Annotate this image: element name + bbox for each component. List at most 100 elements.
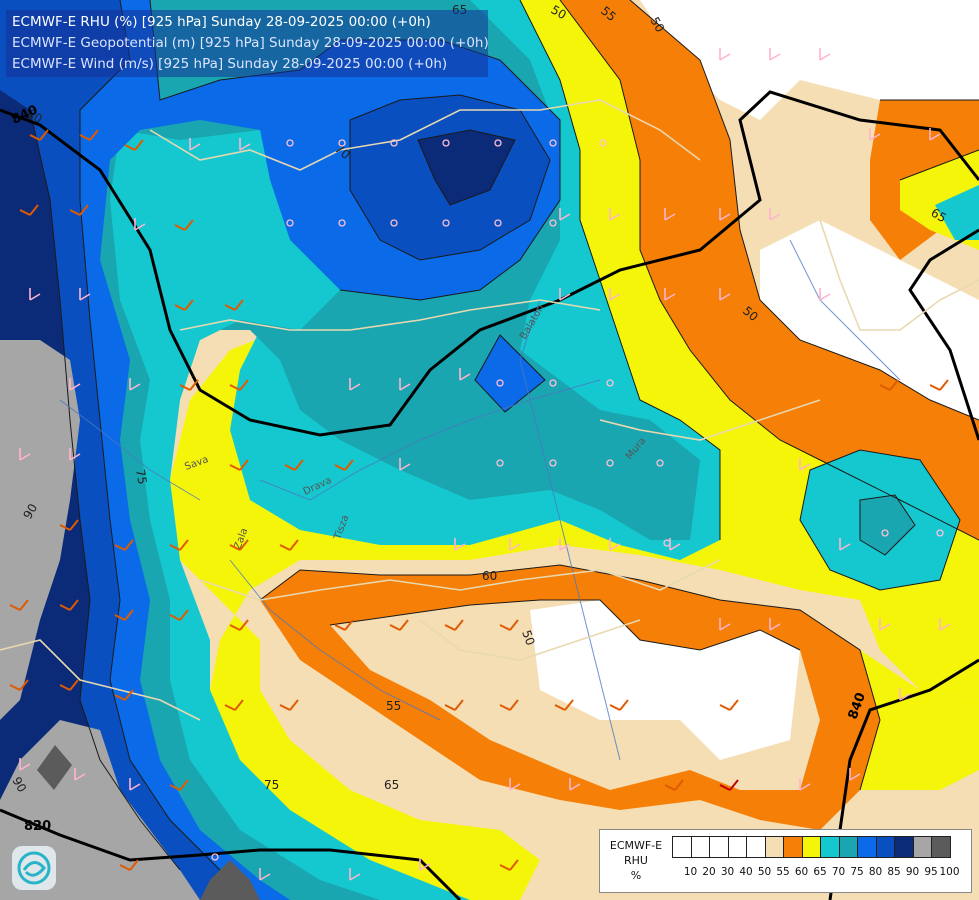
legend-title-unit: % <box>630 869 642 882</box>
wind-barb <box>499 699 519 711</box>
contour-label: 75 <box>264 778 279 792</box>
wind-calm-marker <box>599 139 607 147</box>
wind-barbs <box>9 48 951 881</box>
wind-barb <box>799 458 811 471</box>
wind-barb <box>69 204 89 216</box>
legend-swatch <box>801 836 821 858</box>
wind-barb <box>239 138 251 151</box>
wind-calm-marker <box>606 379 614 387</box>
rhu-zone-cyan-west <box>150 130 340 340</box>
wind-barb <box>334 619 354 631</box>
wind-barb <box>559 208 571 221</box>
rhu-zone-orange-east <box>560 0 979 540</box>
legend-swatches <box>672 836 951 858</box>
wind-barb <box>19 448 31 461</box>
wind-barb <box>929 128 941 141</box>
wind-barb <box>279 699 299 711</box>
wind-barb <box>454 538 466 551</box>
legend-title-var: RHU <box>624 854 648 867</box>
wind-barb <box>174 219 194 231</box>
legend-tick: 100 <box>939 866 960 878</box>
contour-label: 80 <box>25 106 45 126</box>
rhu-zone-very-dry-e <box>760 220 979 420</box>
wind-barb <box>769 208 781 221</box>
wind-barb <box>444 699 464 711</box>
contour-label: 50 <box>519 628 537 647</box>
wind-barb <box>719 779 739 791</box>
geopotential-label: 820 <box>24 819 51 834</box>
wind-barb <box>229 619 249 631</box>
rhu-zone-very-dry-ne <box>640 0 979 150</box>
wind-calm-marker <box>936 529 944 537</box>
wind-barb <box>229 379 249 391</box>
wind-barb <box>19 204 39 216</box>
wind-barb <box>389 619 409 631</box>
wind-barb <box>69 448 81 461</box>
wind-barb <box>229 459 249 471</box>
wind-barb <box>609 699 629 711</box>
wind-barb <box>114 609 134 621</box>
wind-barb <box>509 778 521 791</box>
wind-barb <box>769 618 781 631</box>
wind-barb <box>719 48 731 61</box>
contour-labels: 65 50 55 50 65 50 60 50 55 65 75 70 90 9… <box>9 2 948 794</box>
legend-swatch <box>764 836 784 858</box>
wind-calm-marker <box>338 219 346 227</box>
wind-calm-marker <box>496 459 504 467</box>
legend-tick: 70 <box>831 866 846 878</box>
wind-calm-marker <box>656 459 664 467</box>
legend-tick: 55 <box>776 866 790 878</box>
wind-barb <box>59 519 79 531</box>
wind-barb <box>284 459 304 471</box>
legend-tick: 60 <box>794 866 809 878</box>
legend-swatch <box>820 836 840 858</box>
wind-barb <box>279 539 299 551</box>
title-geopotential: ECMWF-E Geopotential (m) [925 hPa] Sunda… <box>12 35 489 51</box>
wind-barb <box>189 138 201 151</box>
wind-barb <box>134 218 146 231</box>
contour-label: 90 <box>9 775 29 795</box>
rhu-zone-cyan-ne <box>935 185 979 240</box>
wind-barb <box>719 699 739 711</box>
legend-swatch <box>838 836 858 858</box>
legend-swatch <box>690 836 710 858</box>
wind-barb <box>349 378 361 391</box>
wind-calm-marker <box>442 139 450 147</box>
legend-swatch <box>857 836 877 858</box>
legend-tick: 95 <box>924 866 938 878</box>
wind-calm-marker <box>286 139 294 147</box>
wind-barb <box>179 379 199 391</box>
wind-barb <box>664 288 676 301</box>
wind-calm-marker <box>496 379 504 387</box>
wind-calm-marker <box>390 219 398 227</box>
wind-barb <box>879 379 899 391</box>
legend-ticks: 10 20 30 40 50 55 60 65 70 75 80 85 90 95 100 <box>672 866 972 880</box>
wind-barb <box>879 618 891 631</box>
wind-barb <box>719 208 731 221</box>
wind-barb <box>609 208 621 221</box>
legend-swatch <box>709 836 729 858</box>
wind-barb <box>839 538 851 551</box>
wind-barb <box>59 599 79 611</box>
wind-calm-marker <box>286 219 294 227</box>
wind-barb <box>224 699 244 711</box>
legend-swatch <box>727 836 747 858</box>
wind-calm-marker <box>390 139 398 147</box>
legend-tick: 50 <box>757 866 772 878</box>
wind-barb <box>169 779 189 791</box>
wind-calm-marker <box>338 139 346 147</box>
wind-barb <box>559 288 571 301</box>
rhu-contours <box>29 0 979 871</box>
wind-calm-marker <box>549 379 557 387</box>
legend-tick: 80 <box>868 866 883 878</box>
legend-title: ECMWF-E RHU % <box>604 838 668 883</box>
wind-barb <box>124 139 144 151</box>
wind-barb <box>669 538 681 551</box>
wind-calm-marker <box>549 459 557 467</box>
legend-swatch <box>894 836 914 858</box>
wind-calm-marker <box>606 459 614 467</box>
wind-calm-marker <box>442 219 450 227</box>
wind-barb <box>719 618 731 631</box>
wind-barb <box>719 288 731 301</box>
